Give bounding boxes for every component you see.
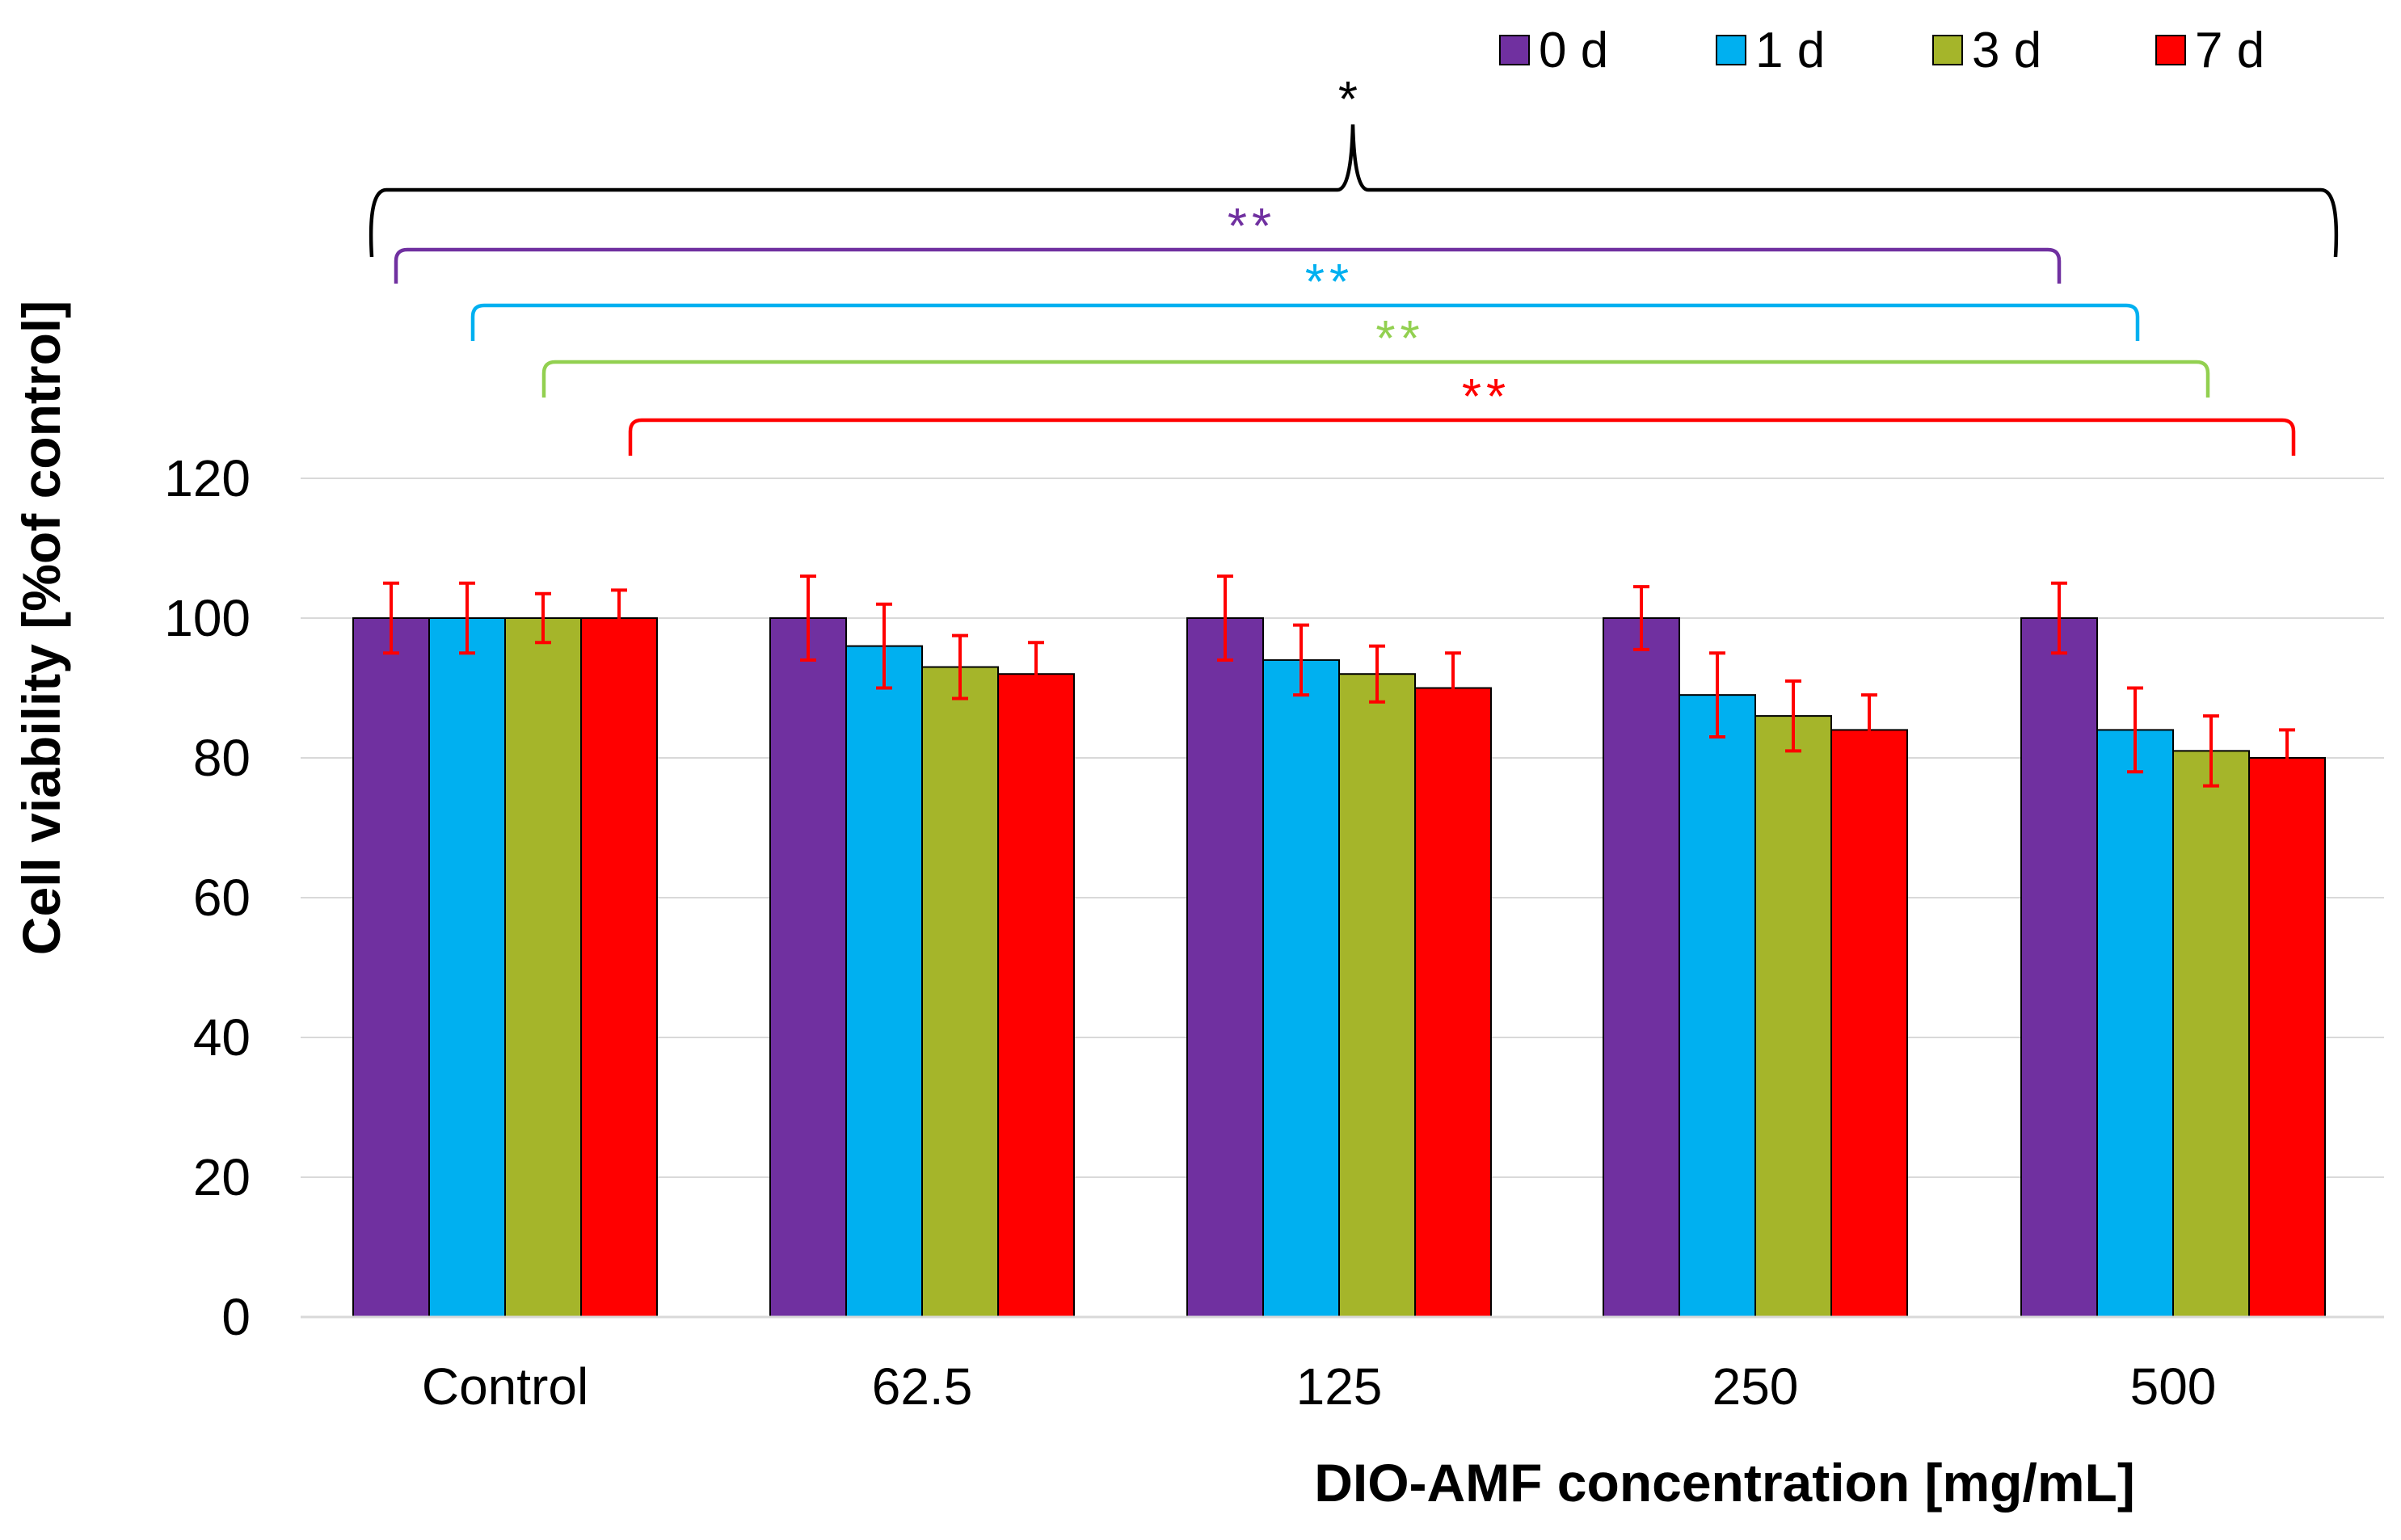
bar: [2096, 729, 2174, 1318]
x-tick-label: Control: [422, 1357, 588, 1416]
legend-label: 1 d: [1755, 23, 1825, 78]
bar: [921, 666, 999, 1318]
bar: [2020, 617, 2098, 1318]
legend-swatch: [1499, 35, 1530, 65]
bar: [1830, 729, 1908, 1318]
significance-label: *: [1338, 72, 1358, 128]
significance-bracket: [541, 360, 2210, 398]
bar: [2172, 750, 2250, 1318]
y-tick-label: 80: [193, 729, 251, 787]
significance-bracket: [470, 303, 2140, 341]
bar: [352, 617, 430, 1318]
x-tick-label: 500: [2130, 1357, 2217, 1416]
bar: [1262, 658, 1340, 1318]
significance-label: **: [1228, 199, 1276, 255]
x-axis-title: DIO-AMF concentration [mg/mL]: [1314, 1453, 2135, 1513]
significance-label: **: [1462, 369, 1510, 425]
significance-bracket: [628, 418, 2296, 456]
bar: [997, 673, 1075, 1318]
bar: [1603, 617, 1680, 1318]
significance-brace: [369, 124, 2339, 258]
bar: [845, 645, 923, 1318]
bar: [1679, 694, 1756, 1318]
significance-label: **: [1305, 255, 1354, 310]
bar: [2248, 757, 2326, 1318]
legend-swatch: [1932, 35, 1963, 65]
legend-swatch: [1716, 35, 1746, 65]
legend-label: 3 d: [1972, 23, 2041, 78]
y-tick-label: 100: [164, 589, 251, 647]
bar: [428, 617, 506, 1318]
legend-label: 0 d: [1539, 23, 1608, 78]
error-bars: [383, 574, 2295, 788]
bar: [1338, 673, 1416, 1318]
x-tick-label: 250: [1712, 1357, 1799, 1416]
y-tick-label: 0: [221, 1288, 251, 1346]
bar: [580, 617, 658, 1318]
bar: [1414, 687, 1492, 1318]
significance-label: **: [1375, 311, 1424, 367]
bars: [352, 617, 2326, 1318]
x-tick-label: 125: [1296, 1357, 1383, 1416]
bar: [1754, 715, 1832, 1318]
significance-bracket: [394, 247, 2062, 284]
significance-annotations: *********: [369, 72, 2339, 456]
bar: [1186, 617, 1264, 1318]
legend-label: 7 d: [2195, 23, 2264, 78]
bar: [769, 617, 847, 1318]
y-tick-label: 60: [193, 869, 251, 927]
y-axis-title: Cell viability [%of control]: [11, 301, 71, 955]
x-tick-labels: Control 62.5 125 250 500: [422, 1357, 2217, 1416]
y-tick-label: 40: [193, 1008, 251, 1067]
y-tick-label: 20: [193, 1148, 251, 1206]
x-tick-label: 62.5: [872, 1357, 973, 1416]
bar: [504, 617, 582, 1318]
y-tick-label: 120: [164, 449, 251, 507]
legend: 0 d 1 d 3 d 7 d: [1499, 23, 2264, 78]
y-tick-labels: 0 20 40 60 80 100 120: [164, 449, 251, 1346]
legend-swatch: [2155, 35, 2186, 65]
